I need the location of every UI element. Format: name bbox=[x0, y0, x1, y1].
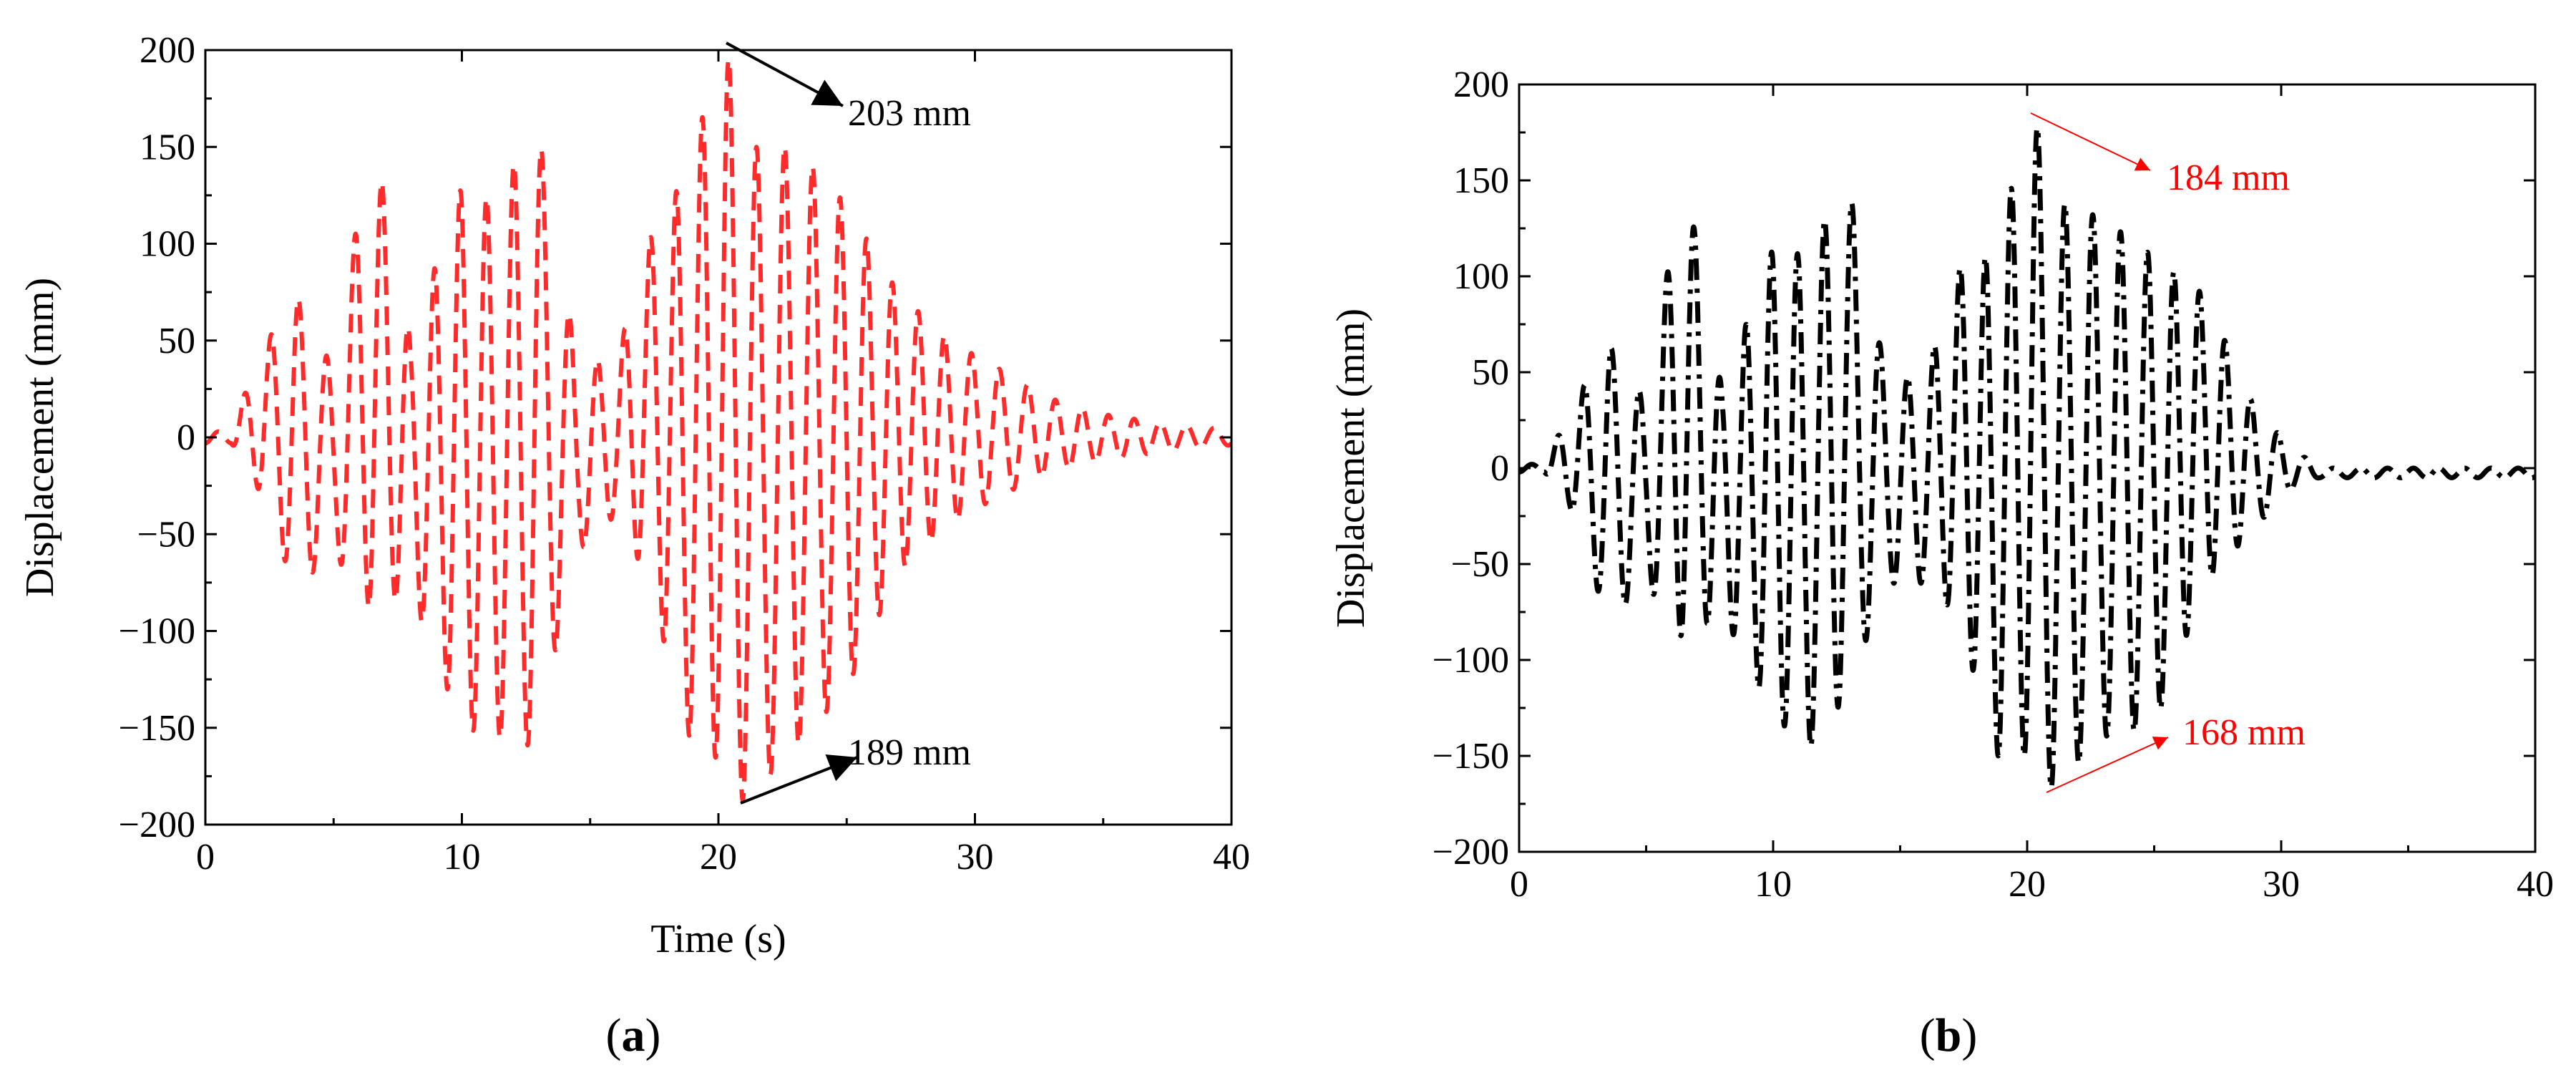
y-tick-label-b-7: 150 bbox=[1453, 160, 1509, 201]
y-tick-label-b-5: 50 bbox=[1472, 352, 1509, 393]
y-tick-label-a-0: −200 bbox=[119, 805, 195, 845]
y-tick-label-a-3: −50 bbox=[137, 514, 195, 555]
y-tick-label-a-2: −100 bbox=[119, 611, 195, 652]
annotation-arrow-b-0 bbox=[2030, 112, 2151, 171]
x-tick-label-b-3: 30 bbox=[2263, 864, 2300, 905]
annotation-label-b-0: 184 mm bbox=[2167, 157, 2290, 198]
axis-ticks-b: 0 10 20 30 40 −200 −150 −100 −50 0 50 100 150 200 bbox=[1433, 64, 2554, 905]
x-tick-label-a-2: 20 bbox=[700, 837, 737, 878]
panel-label-a: a bbox=[622, 1009, 645, 1062]
y-tick-label-b-8: 200 bbox=[1453, 64, 1509, 105]
panel-caption-a: (a) bbox=[606, 1009, 661, 1062]
y-tick-label-a-8: 200 bbox=[140, 30, 195, 71]
plot-lines-a bbox=[205, 57, 1231, 803]
annotations-b: 184 mm 168 mm bbox=[2030, 112, 2306, 793]
annotation-label-a-1: 189 mm bbox=[848, 732, 971, 773]
y-tick-label-a-5: 50 bbox=[158, 321, 195, 361]
y-tick-label-a-7: 150 bbox=[140, 127, 195, 167]
x-tick-label-b-1: 10 bbox=[1755, 864, 1792, 905]
x-tick-label-a-4: 40 bbox=[1213, 837, 1250, 878]
series-line-a-0 bbox=[205, 57, 1231, 803]
annotation-label-b-1: 168 mm bbox=[2182, 712, 2306, 753]
plot-lines-b bbox=[1519, 125, 2535, 790]
y-tick-label-a-6: 100 bbox=[140, 224, 195, 265]
y-tick-label-b-1: −150 bbox=[1433, 736, 1509, 777]
x-tick-label-b-4: 40 bbox=[2517, 864, 2554, 905]
y-tick-label-a-1: −150 bbox=[119, 708, 195, 749]
annotations-a: 203 mm 189 mm bbox=[726, 42, 971, 805]
x-axis-label-a: Time (s) bbox=[650, 917, 786, 961]
panel-label-b: b bbox=[1936, 1009, 1962, 1062]
y-axis-label-a: Displacement (mm) bbox=[18, 278, 62, 597]
y-tick-label-b-0: −200 bbox=[1433, 832, 1509, 873]
annotation-arrow-a-1 bbox=[740, 754, 858, 805]
y-axis-label-b: Displacement (mm) bbox=[1329, 309, 1373, 628]
y-tick-label-b-2: −100 bbox=[1433, 640, 1509, 681]
x-tick-label-a-1: 10 bbox=[444, 837, 481, 878]
annotation-label-a-0: 203 mm bbox=[848, 93, 971, 134]
x-tick-label-a-3: 30 bbox=[957, 837, 994, 878]
annotation-arrow-a-0 bbox=[726, 42, 844, 107]
chart-panel-a: 0 10 20 30 40 −200 −150 −100 −50 0 50 100 150 200 Tim… bbox=[18, 30, 1250, 1062]
y-tick-label-b-3: −50 bbox=[1451, 544, 1509, 585]
series-line-b-0 bbox=[1519, 125, 2535, 790]
x-tick-label-b-0: 0 bbox=[1510, 864, 1528, 905]
panel-caption-b: (b) bbox=[1920, 1009, 1978, 1062]
x-tick-label-b-2: 20 bbox=[2009, 864, 2046, 905]
x-tick-label-a-0: 0 bbox=[196, 837, 215, 878]
y-tick-label-b-4: 0 bbox=[1491, 448, 1509, 489]
y-tick-label-b-6: 100 bbox=[1453, 256, 1509, 297]
annotation-arrow-b-1 bbox=[2046, 737, 2169, 793]
chart-panel-b: 0 10 20 30 40 −200 −150 −100 −50 0 50 100 150 200 Dis… bbox=[1329, 64, 2554, 1062]
y-tick-label-a-4: 0 bbox=[177, 417, 195, 458]
axis-ticks-a: 0 10 20 30 40 −200 −150 −100 −50 0 50 100 150 200 bbox=[119, 30, 1250, 878]
